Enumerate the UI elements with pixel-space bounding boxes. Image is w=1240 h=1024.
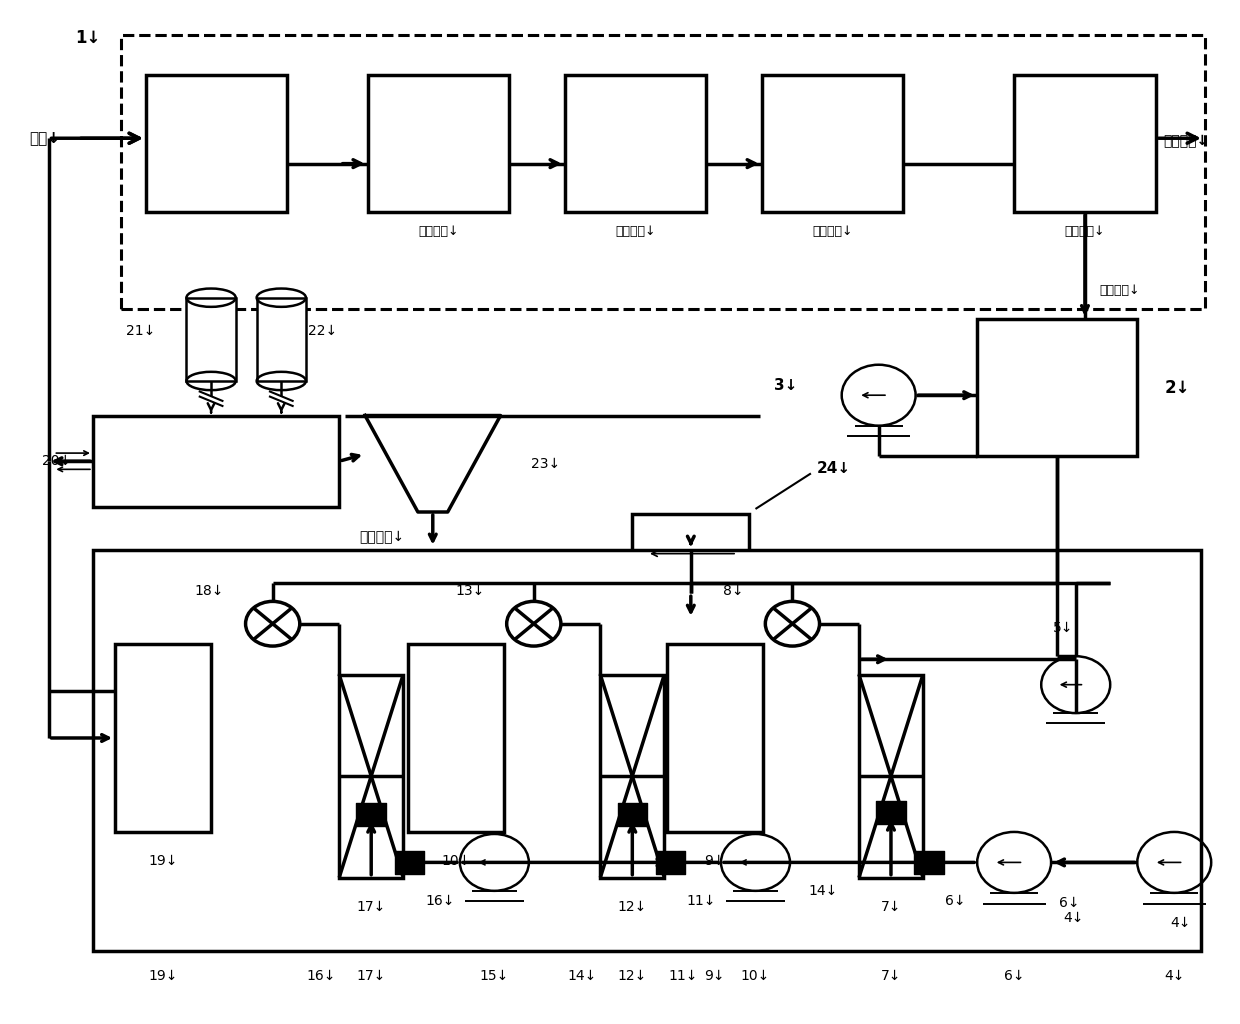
Bar [1014,75,1156,212]
Text: 1↓: 1↓ [76,29,100,46]
Text: 7↓: 7↓ [880,900,901,914]
Text: 剩余污泥↓: 剩余污泥↓ [1065,224,1105,238]
Text: 16↓: 16↓ [306,969,335,983]
Bar [93,550,1202,950]
Text: 10↓: 10↓ [740,969,770,983]
Bar [600,675,665,878]
Text: 21↓: 21↓ [126,324,156,338]
Text: 18↓: 18↓ [193,585,223,598]
Text: 8↓: 8↓ [723,585,743,598]
Bar [93,416,340,507]
Text: 19↓: 19↓ [149,969,177,983]
Text: 11↓: 11↓ [687,894,715,908]
Text: 4↓: 4↓ [1064,911,1084,926]
Text: 5↓: 5↓ [1053,621,1074,635]
Text: 14↓: 14↓ [808,884,838,898]
Text: 11↓: 11↓ [668,969,698,983]
Bar [115,644,211,831]
Text: 厌氧反应↓: 厌氧反应↓ [615,224,656,238]
Text: 22↓: 22↓ [309,324,337,338]
Text: 9↓: 9↓ [704,854,725,868]
Text: 9↓: 9↓ [704,969,725,983]
Text: 16↓: 16↓ [425,894,455,908]
Text: 23↓: 23↓ [531,457,560,471]
Text: 3↓: 3↓ [774,378,797,392]
Bar [367,75,510,212]
Text: 17↓: 17↓ [357,969,386,983]
Bar [667,644,763,831]
Text: 沉淀出水↓: 沉淀出水↓ [1163,134,1209,148]
Text: 4↓: 4↓ [1164,969,1184,983]
Text: 20↓: 20↓ [42,455,71,468]
Text: 2↓: 2↓ [1164,379,1190,396]
Bar [122,35,1205,309]
Text: 15↓: 15↓ [480,969,508,983]
Bar [761,75,903,212]
Bar [146,75,288,212]
Text: 13↓: 13↓ [455,585,485,598]
Text: 19↓: 19↓ [149,854,177,868]
Text: 4↓: 4↓ [1171,916,1190,931]
Text: 12↓: 12↓ [618,900,647,914]
Bar [186,298,236,381]
Text: 24↓: 24↓ [817,461,851,476]
Bar [977,319,1137,456]
Text: 6↓: 6↓ [1059,896,1080,910]
Text: 回收磷肥↓: 回收磷肥↓ [358,530,404,545]
Text: 6↓: 6↓ [1004,969,1024,983]
Bar [257,298,306,381]
Text: 曝气反应↓: 曝气反应↓ [418,224,459,238]
Text: 剩余污泥↓: 剩余污泥↓ [1100,284,1141,297]
Bar [340,675,403,878]
Text: 7↓: 7↓ [880,969,901,983]
Text: 12↓: 12↓ [618,969,647,983]
Polygon shape [365,416,501,512]
Bar [859,675,923,878]
Bar [632,514,749,593]
Text: 14↓: 14↓ [567,969,596,983]
Bar [564,75,707,212]
Text: 进水↓: 进水↓ [29,131,60,145]
Text: 17↓: 17↓ [357,900,386,914]
Text: 10↓: 10↓ [441,854,471,868]
Text: 二次曝气↓: 二次曝气↓ [812,224,853,238]
Text: 6↓: 6↓ [945,894,966,908]
Bar [408,644,505,831]
